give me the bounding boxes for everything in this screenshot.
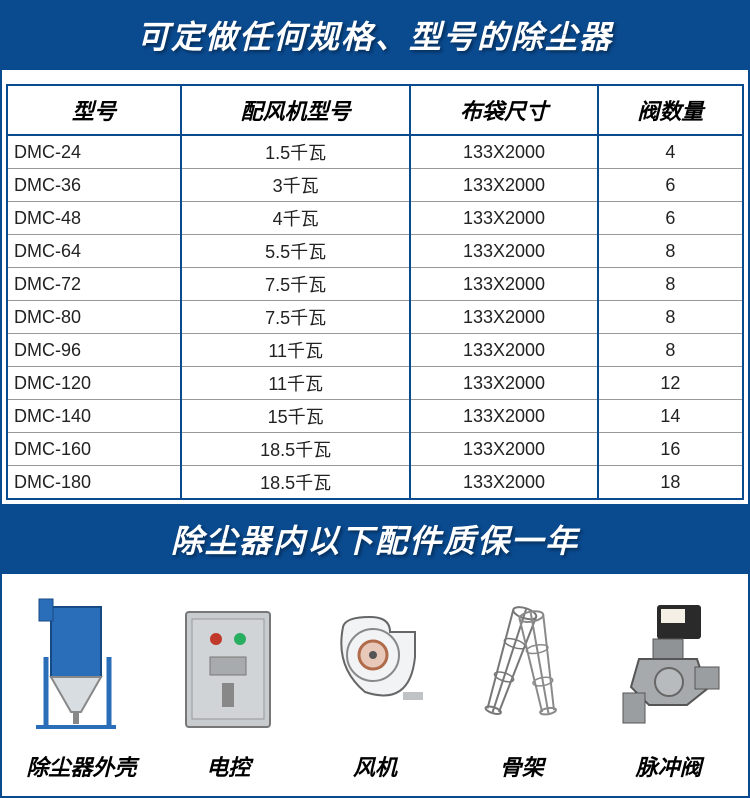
table-cell: 1.5千瓦 bbox=[181, 135, 410, 169]
heading-warranty: 除尘器内以下配件质保一年 bbox=[2, 504, 748, 574]
table-cell: 16 bbox=[598, 433, 743, 466]
table-cell: 5.5千瓦 bbox=[181, 235, 410, 268]
filter-cage-icon bbox=[462, 592, 582, 742]
table-cell: 18.5千瓦 bbox=[181, 466, 410, 500]
table-row: DMC-16018.5千瓦133X200016 bbox=[7, 433, 743, 466]
part-item: 风机 bbox=[302, 592, 449, 782]
fan-blower-icon bbox=[315, 592, 435, 742]
part-item: 骨架 bbox=[448, 592, 595, 782]
spec-table-wrap: 型号 配风机型号 布袋尺寸 阀数量 DMC-241.5千瓦133X20004DM… bbox=[2, 70, 748, 504]
page-container: 可定做任何规格、型号的除尘器 型号 配风机型号 布袋尺寸 阀数量 DMC-241… bbox=[0, 0, 750, 798]
table-row: DMC-18018.5千瓦133X200018 bbox=[7, 466, 743, 500]
table-cell: DMC-140 bbox=[7, 400, 181, 433]
table-cell: 8 bbox=[598, 301, 743, 334]
table-row: DMC-14015千瓦133X200014 bbox=[7, 400, 743, 433]
part-label: 电控 bbox=[206, 750, 250, 782]
dust-collector-shell-icon bbox=[21, 592, 141, 742]
table-row: DMC-241.5千瓦133X20004 bbox=[7, 135, 743, 169]
table-cell: DMC-80 bbox=[7, 301, 181, 334]
table-cell: 12 bbox=[598, 367, 743, 400]
table-cell: 11千瓦 bbox=[181, 334, 410, 367]
part-label: 脉冲阀 bbox=[636, 750, 702, 782]
col-header-model: 型号 bbox=[7, 85, 181, 135]
table-cell: 7.5千瓦 bbox=[181, 301, 410, 334]
table-row: DMC-9611千瓦133X20008 bbox=[7, 334, 743, 367]
control-box-icon bbox=[168, 592, 288, 742]
table-cell: 4千瓦 bbox=[181, 202, 410, 235]
table-cell: 4 bbox=[598, 135, 743, 169]
table-cell: 133X2000 bbox=[410, 301, 597, 334]
table-cell: DMC-48 bbox=[7, 202, 181, 235]
table-cell: 18 bbox=[598, 466, 743, 500]
table-cell: DMC-72 bbox=[7, 268, 181, 301]
spec-table: 型号 配风机型号 布袋尺寸 阀数量 DMC-241.5千瓦133X20004DM… bbox=[6, 84, 744, 500]
table-cell: DMC-24 bbox=[7, 135, 181, 169]
table-cell: 8 bbox=[598, 268, 743, 301]
table-cell: DMC-96 bbox=[7, 334, 181, 367]
table-row: DMC-727.5千瓦133X20008 bbox=[7, 268, 743, 301]
table-cell: 133X2000 bbox=[410, 466, 597, 500]
heading-customize: 可定做任何规格、型号的除尘器 bbox=[2, 0, 748, 70]
table-cell: 133X2000 bbox=[410, 169, 597, 202]
col-header-fan: 配风机型号 bbox=[181, 85, 410, 135]
table-cell: DMC-160 bbox=[7, 433, 181, 466]
table-row: DMC-484千瓦133X20006 bbox=[7, 202, 743, 235]
table-cell: 3千瓦 bbox=[181, 169, 410, 202]
part-label: 骨架 bbox=[500, 750, 544, 782]
table-cell: 18.5千瓦 bbox=[181, 433, 410, 466]
table-cell: 133X2000 bbox=[410, 400, 597, 433]
table-cell: DMC-36 bbox=[7, 169, 181, 202]
table-row: DMC-363千瓦133X20006 bbox=[7, 169, 743, 202]
table-row: DMC-12011千瓦133X200012 bbox=[7, 367, 743, 400]
table-cell: 133X2000 bbox=[410, 135, 597, 169]
part-label: 除尘器外壳 bbox=[26, 750, 136, 782]
table-cell: 133X2000 bbox=[410, 334, 597, 367]
parts-row: 除尘器外壳 电控 风机 骨架 脉冲阀 bbox=[2, 574, 748, 796]
part-label: 风机 bbox=[353, 750, 397, 782]
col-header-valve: 阀数量 bbox=[598, 85, 743, 135]
pulse-valve-icon bbox=[609, 592, 729, 742]
part-item: 脉冲阀 bbox=[595, 592, 742, 782]
table-cell: 133X2000 bbox=[410, 235, 597, 268]
table-cell: DMC-180 bbox=[7, 466, 181, 500]
table-cell: 8 bbox=[598, 334, 743, 367]
table-cell: 7.5千瓦 bbox=[181, 268, 410, 301]
table-cell: 133X2000 bbox=[410, 268, 597, 301]
table-cell: 133X2000 bbox=[410, 367, 597, 400]
part-item: 除尘器外壳 bbox=[8, 592, 155, 782]
table-cell: 6 bbox=[598, 202, 743, 235]
table-cell: DMC-64 bbox=[7, 235, 181, 268]
table-header-row: 型号 配风机型号 布袋尺寸 阀数量 bbox=[7, 85, 743, 135]
table-cell: 133X2000 bbox=[410, 202, 597, 235]
table-row: DMC-645.5千瓦133X20008 bbox=[7, 235, 743, 268]
table-cell: 15千瓦 bbox=[181, 400, 410, 433]
col-header-bag: 布袋尺寸 bbox=[410, 85, 597, 135]
table-cell: 14 bbox=[598, 400, 743, 433]
table-cell: 8 bbox=[598, 235, 743, 268]
table-row: DMC-807.5千瓦133X20008 bbox=[7, 301, 743, 334]
table-cell: 11千瓦 bbox=[181, 367, 410, 400]
part-item: 电控 bbox=[155, 592, 302, 782]
table-cell: 6 bbox=[598, 169, 743, 202]
table-cell: DMC-120 bbox=[7, 367, 181, 400]
table-cell: 133X2000 bbox=[410, 433, 597, 466]
